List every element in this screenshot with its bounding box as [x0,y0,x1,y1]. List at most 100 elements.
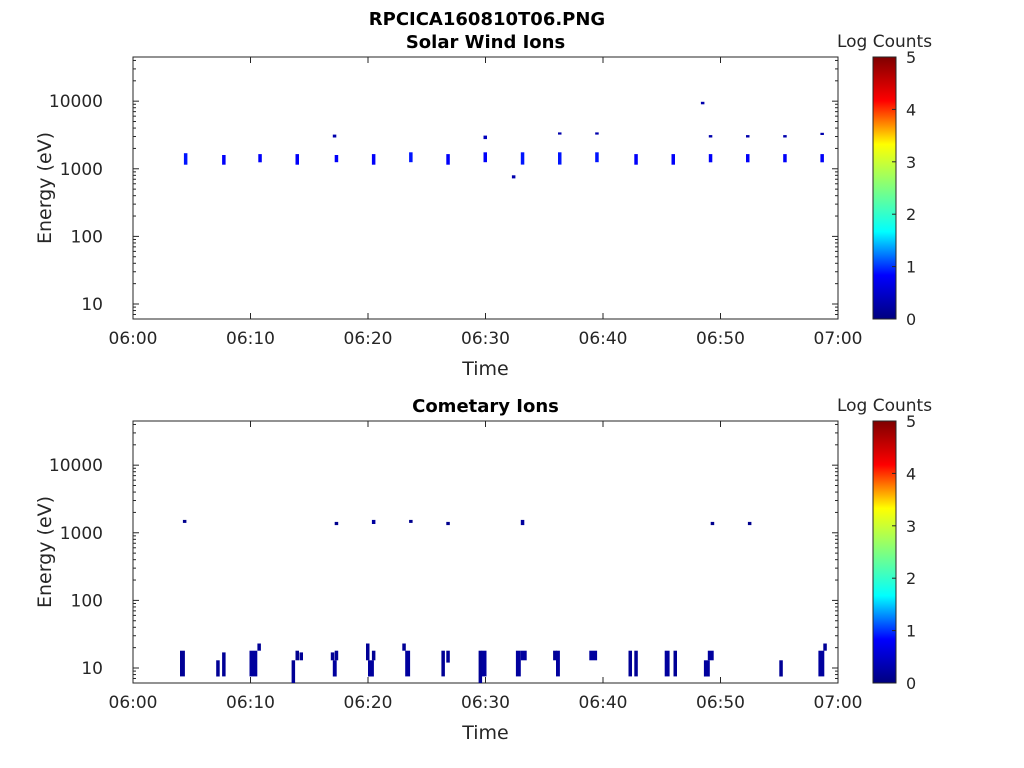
heatmap-cell [483,152,487,163]
x-tick-label: 06:00 [109,329,158,349]
heatmap-cell [520,650,527,661]
x-tick-label: 06:30 [461,329,510,349]
y-tick-label: 10 [81,659,103,679]
heatmap-cell [371,519,376,524]
heatmap-cell [595,132,599,135]
x-tick-label: 06:50 [696,693,745,713]
heatmap-cell [446,521,450,526]
heatmap-cell [334,521,339,526]
heatmap-cell [820,154,824,163]
panel-2: 06:00 06:10 06:20 06:30 06:40 06:50 07:00 Time 1… [34,396,932,744]
y-axis: 10 100 1000 10000 [49,423,838,684]
heatmap-cell [700,101,705,105]
heatmap-cell [820,132,824,135]
panel-title: Cometary Ions [412,396,559,417]
heatmap-cell [747,521,752,526]
heatmap-cell [673,650,677,677]
heatmap-cell [180,650,185,677]
y-tick-label: 1000 [60,160,103,180]
heatmap-cell [707,650,714,661]
x-axis: 06:00 06:10 06:20 06:30 06:40 06:50 07:00 [109,57,863,349]
y-tick-label: 1000 [60,524,103,544]
heatmap-cell [589,650,598,661]
x-tick-label: 06:20 [344,329,393,349]
panels: 06:00 06:10 06:20 06:30 06:40 06:50 07:00 Time 1… [34,32,932,744]
heatmap-cell [371,154,376,165]
x-axis-label: Time [461,358,509,380]
heatmap-cell [783,154,787,163]
heatmap-cell [634,154,638,165]
heatmap-cell [182,519,187,523]
y-tick-label: 100 [71,227,103,247]
colorbar-tick-label: 4 [906,464,916,483]
heatmap-cell [708,135,713,138]
heatmap-cell [366,643,370,661]
heatmap-cell [746,154,750,163]
heatmap-cell [257,643,261,651]
colorbar-gradient [872,420,897,684]
colorbar-tick-label: 1 [906,258,916,277]
colorbar-label: Log Counts [837,396,932,416]
heatmap-cell [708,154,713,163]
colorbar-tick-label: 1 [906,622,916,641]
heatmap-cell [368,660,374,677]
heatmap-cell [481,650,487,677]
heatmap-cell [483,135,487,140]
x-tick-label: 07:00 [814,329,863,349]
plot-area [132,56,839,320]
y-tick-label: 100 [71,591,103,611]
heatmap-cell [818,650,825,677]
heatmap-cell [249,650,258,677]
heatmap-cell [556,650,560,677]
heatmap-cell [823,643,827,651]
heatmap-cell [511,175,516,179]
heatmap-cell [634,650,638,677]
heatmap-cell [710,521,715,526]
heatmap-cell [664,650,670,677]
heatmap-cell [222,155,226,165]
heatmap-cell [446,154,450,165]
x-tick-label: 07:00 [814,693,863,713]
x-tick-label: 06:50 [696,329,745,349]
heatmap-cell [409,519,413,523]
heatmap-cell [671,154,675,165]
colorbar-tick-label: 2 [906,205,916,224]
colorbar-gradient [872,56,897,320]
heatmap-cell [558,132,562,135]
heatmap-cell [409,152,413,163]
heatmap-cell [446,650,450,663]
heatmap-cell [216,660,220,677]
colorbar-tick-label: 0 [906,310,916,329]
heatmap-cell [553,650,557,661]
x-tick-label: 06:10 [226,693,275,713]
colorbar-tick-label: 0 [906,674,916,693]
colorbar-tick-label: 3 [906,153,916,172]
heatmap-cell [334,155,339,163]
heatmap-cell [295,650,299,661]
heatmap-cell [402,643,406,651]
colorbar-tick-label: 5 [906,412,916,431]
panel-title: Solar Wind Ions [406,32,565,53]
x-axis-label: Time [461,722,509,744]
heatmap-cell [520,152,525,165]
heatmap-cell [779,660,783,677]
colorbar-label: Log Counts [837,32,932,52]
heatmap-cell [746,135,750,138]
heatmap-cell [299,652,303,661]
heatmap-cell [222,652,226,677]
heatmap-cell [183,153,188,165]
x-tick-label: 06:30 [461,693,510,713]
heatmap-cell [515,650,521,677]
heatmap-cell [703,660,710,677]
heatmap-cell [520,519,525,526]
y-tick-label: 10000 [49,92,103,112]
y-axis-label: Energy (eV) [34,132,56,244]
heatmap-cell [371,650,376,661]
heatmap-cell [258,154,262,163]
panel-1: 06:00 06:10 06:20 06:30 06:40 06:50 07:00 Time 1… [34,32,932,380]
y-axis-label: Energy (eV) [34,496,56,608]
heatmap-cell [332,660,337,677]
heatmap-cell [405,650,411,677]
